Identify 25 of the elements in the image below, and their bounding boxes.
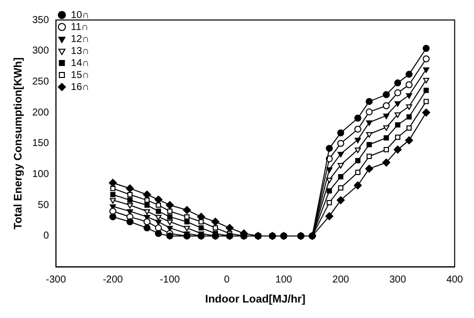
y-tick-label: 300: [32, 46, 50, 57]
x-tick-label: 0: [224, 274, 230, 286]
x-tick-label: -100: [160, 274, 180, 286]
y-tick-label: 0: [43, 230, 50, 242]
x-tick-label: -200: [102, 274, 124, 286]
y-tick-label: 50: [38, 200, 50, 211]
legend-label: 11∩: [70, 22, 88, 33]
y-tick-label: 350: [32, 14, 50, 26]
y-axis-title: Total Energy Consumption[KWh]: [12, 57, 25, 230]
x-tick-label: 400: [446, 274, 464, 286]
x-tick-label: -300: [46, 274, 66, 286]
x-tick-label: 200: [332, 274, 350, 286]
y-tick-label: 200: [32, 107, 50, 118]
y-tick-label: 250: [32, 76, 50, 88]
legend-label: 15∩: [70, 70, 90, 81]
y-tick-label: 150: [32, 138, 50, 150]
legend-label: 12∩: [70, 34, 90, 45]
y-tick-label: 100: [32, 169, 50, 180]
x-tick-label: 100: [275, 274, 293, 286]
legend-label: 10∩: [70, 10, 90, 21]
legend-label: 16∩: [70, 82, 90, 93]
x-axis-title: Indoor Load[MJ/hr]: [205, 293, 306, 306]
legend-label: 13∩: [70, 46, 90, 57]
legend-label: 14∩: [70, 58, 90, 69]
x-tick-label: 300: [389, 274, 406, 286]
